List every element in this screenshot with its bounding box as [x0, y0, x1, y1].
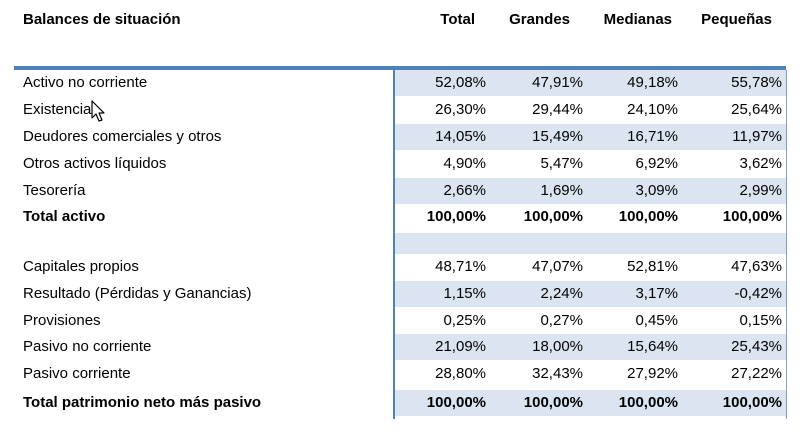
table-left-border: [393, 70, 395, 419]
cell-total[interactable]: 4,90%: [443, 155, 486, 172]
table-row[interactable]: Pasivo no corriente 21,09% 18,00% 15,64%…: [14, 334, 786, 360]
cell-grandes[interactable]: 100,00%: [490, 390, 587, 416]
row-label: Existencias: [23, 101, 99, 118]
cell-pequenas[interactable]: 100,00%: [682, 390, 786, 416]
cell-grandes[interactable]: [490, 233, 587, 254]
cell-pequenas[interactable]: 0,15%: [739, 312, 782, 329]
table-row[interactable]: Otros activos líquidos 4,90% 5,47% 6,92%…: [14, 151, 786, 177]
cell-grandes[interactable]: 29,44%: [532, 101, 583, 118]
cell-total[interactable]: 28,80%: [435, 365, 486, 382]
header-divider: [14, 66, 786, 70]
cell-total[interactable]: 14,05%: [393, 124, 490, 150]
cell-pequenas[interactable]: 2,99%: [682, 178, 786, 204]
table-title: Balances de situación: [23, 11, 181, 28]
row-label: Pasivo corriente: [23, 365, 131, 382]
table-row[interactable]: Deudores comerciales y otros 14,05% 15,4…: [14, 124, 786, 150]
cell-grandes[interactable]: 2,24%: [490, 281, 587, 307]
table-row[interactable]: Pasivo corriente 28,80% 32,43% 27,92% 27…: [14, 361, 786, 387]
total-row[interactable]: Total activo 100,00% 100,00% 100,00% 100…: [14, 204, 786, 230]
cell-pequenas[interactable]: 47,63%: [731, 258, 782, 275]
row-label: Total patrimonio neto más pasivo: [23, 394, 262, 411]
cell-total[interactable]: 100,00%: [426, 208, 486, 225]
mouse-pointer-icon: [91, 100, 105, 122]
cell-medianas[interactable]: 52,81%: [627, 258, 678, 275]
table-row[interactable]: Provisiones 0,25% 0,27% 0,45% 0,15%: [14, 308, 786, 334]
cell-medianas[interactable]: 15,64%: [587, 334, 682, 360]
column-header-grandes[interactable]: Grandes: [509, 11, 570, 28]
cell-medianas[interactable]: 6,92%: [635, 155, 678, 172]
table-right-border: [786, 70, 787, 419]
table-row[interactable]: Existencias 26,30% 29,44% 24,10% 25,64%: [14, 97, 786, 123]
cell-medianas[interactable]: 27,92%: [627, 365, 678, 382]
row-label: Capitales propios: [23, 258, 139, 275]
cell-total[interactable]: 0,25%: [443, 312, 486, 329]
cell-grandes[interactable]: 47,91%: [490, 70, 587, 96]
cell-grandes[interactable]: 5,47%: [540, 155, 583, 172]
cell-pequenas[interactable]: 3,62%: [739, 155, 782, 172]
row-label: Activo no corriente: [23, 74, 148, 91]
column-header-pequenas[interactable]: Pequeñas: [701, 11, 772, 28]
cell-medianas[interactable]: 49,18%: [587, 70, 682, 96]
column-header-medianas[interactable]: Medianas: [603, 11, 672, 28]
cell-medianas[interactable]: [587, 233, 682, 254]
row-label: Otros activos líquidos: [23, 155, 167, 172]
cell-pequenas[interactable]: 25,64%: [731, 101, 782, 118]
cell-pequenas[interactable]: [682, 233, 786, 254]
column-header-total[interactable]: Total: [440, 11, 475, 28]
table-row[interactable]: Activo no corriente 52,08% 47,91% 49,18%…: [14, 70, 786, 96]
cell-total[interactable]: 2,66%: [393, 178, 490, 204]
cell-grandes[interactable]: 32,43%: [532, 365, 583, 382]
cell-medianas[interactable]: 3,17%: [587, 281, 682, 307]
cell-total[interactable]: 48,71%: [435, 258, 486, 275]
cell-total[interactable]: 52,08%: [393, 70, 490, 96]
row-label: Total activo: [23, 208, 106, 225]
cell-total[interactable]: 21,09%: [393, 334, 490, 360]
table-row[interactable]: Capitales propios 48,71% 47,07% 52,81% 4…: [14, 254, 786, 280]
row-label: Resultado (Pérdidas y Ganancias): [23, 285, 252, 302]
cell-total[interactable]: 100,00%: [393, 390, 490, 416]
cell-pequenas[interactable]: 100,00%: [722, 208, 782, 225]
cell-pequenas[interactable]: 27,22%: [731, 365, 782, 382]
table-row[interactable]: Tesorería 2,66% 1,69% 3,09% 2,99%: [14, 178, 786, 204]
row-label: Tesorería: [23, 182, 86, 199]
cell-medianas[interactable]: 24,10%: [627, 101, 678, 118]
cell-grandes[interactable]: 18,00%: [490, 334, 587, 360]
cell-medianas[interactable]: 100,00%: [618, 208, 678, 225]
cell-grandes[interactable]: 0,27%: [540, 312, 583, 329]
cell-medianas[interactable]: 0,45%: [635, 312, 678, 329]
cell-pequenas[interactable]: 55,78%: [682, 70, 786, 96]
cell-total[interactable]: [393, 233, 490, 254]
total-row[interactable]: Total patrimonio neto más pasivo 100,00%…: [14, 390, 786, 416]
cell-medianas[interactable]: 100,00%: [587, 390, 682, 416]
cell-pequenas[interactable]: -0,42%: [682, 281, 786, 307]
cell-grandes[interactable]: 47,07%: [532, 258, 583, 275]
row-label: Pasivo no corriente: [23, 338, 152, 355]
row-label: Deudores comerciales y otros: [23, 128, 222, 145]
row-label: Provisiones: [23, 312, 101, 329]
cell-grandes[interactable]: 15,49%: [490, 124, 587, 150]
table-row[interactable]: Resultado (Pérdidas y Ganancias) 1,15% 2…: [14, 281, 786, 307]
cell-total[interactable]: 1,15%: [393, 281, 490, 307]
cell-pequenas[interactable]: 11,97%: [682, 124, 786, 150]
cell-grandes[interactable]: 1,69%: [490, 178, 587, 204]
cell-pequenas[interactable]: 25,43%: [682, 334, 786, 360]
cell-medianas[interactable]: 16,71%: [587, 124, 682, 150]
spacer-row: [14, 233, 786, 254]
cell-medianas[interactable]: 3,09%: [587, 178, 682, 204]
cell-grandes[interactable]: 100,00%: [523, 208, 583, 225]
cell-total[interactable]: 26,30%: [435, 101, 486, 118]
